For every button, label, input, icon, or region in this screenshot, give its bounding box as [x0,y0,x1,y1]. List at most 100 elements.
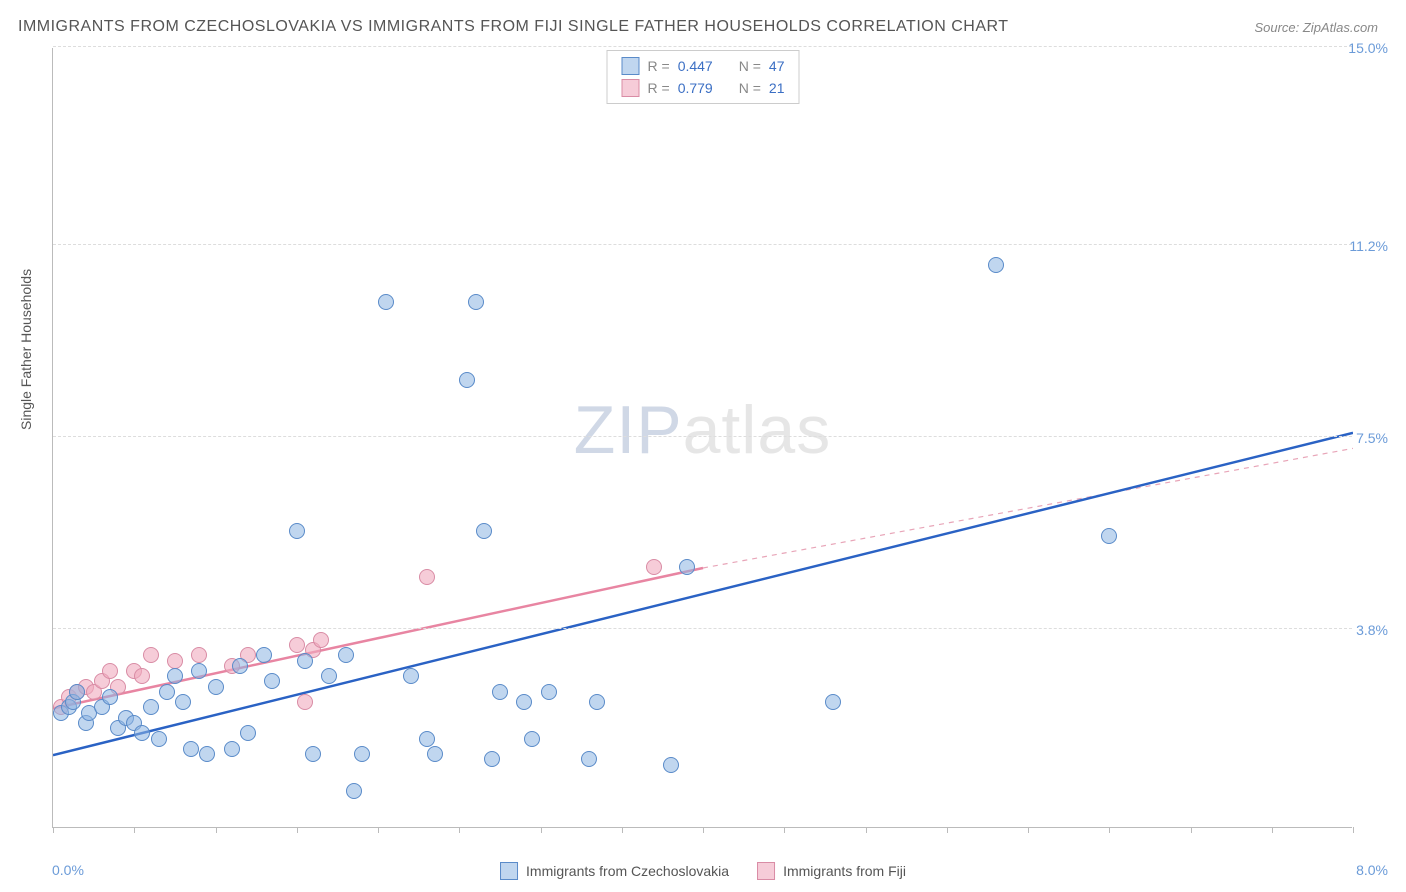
data-point-czechoslovakia [232,658,248,674]
data-point-fiji [419,569,435,585]
r-label: R = [648,58,670,74]
data-point-czechoslovakia [321,668,337,684]
y-axis-label: Single Father Households [18,269,34,430]
data-point-czechoslovakia [825,694,841,710]
data-point-czechoslovakia [167,668,183,684]
n-value: 21 [769,80,785,96]
data-point-czechoslovakia [256,647,272,663]
x-tick [622,827,623,833]
data-point-czechoslovakia [484,751,500,767]
y-tick-label: 11.2% [1349,238,1388,254]
watermark-zip: ZIP [574,392,683,468]
x-tick [1353,827,1354,833]
legend-swatch [500,862,518,880]
x-axis-max-label: 8.0% [1356,862,1388,878]
n-label: N = [739,80,761,96]
legend-swatch [622,79,640,97]
data-point-czechoslovakia [264,673,280,689]
data-point-czechoslovakia [354,746,370,762]
data-point-czechoslovakia [581,751,597,767]
r-value: 0.779 [678,80,713,96]
watermark-atlas: atlas [683,392,832,468]
data-point-czechoslovakia [476,523,492,539]
data-point-czechoslovakia [289,523,305,539]
gridline-h [53,628,1352,629]
data-point-czechoslovakia [102,689,118,705]
data-point-czechoslovakia [199,746,215,762]
legend-stat-row: R =0.447N =47 [622,55,785,77]
data-point-fiji [167,653,183,669]
data-point-fiji [191,647,207,663]
data-point-czechoslovakia [988,257,1004,273]
x-tick [1109,827,1110,833]
x-axis-min-label: 0.0% [52,862,84,878]
legend-series-label: Immigrants from Czechoslovakia [526,863,729,879]
gridline-h [53,436,1352,437]
legend-swatch [757,862,775,880]
data-point-czechoslovakia [69,684,85,700]
data-point-czechoslovakia [419,731,435,747]
data-point-fiji [646,559,662,575]
data-point-czechoslovakia [240,725,256,741]
x-tick [1028,827,1029,833]
x-tick [866,827,867,833]
x-tick [53,827,54,833]
legend-swatch [622,57,640,75]
legend-series-label: Immigrants from Fiji [783,863,906,879]
x-tick [459,827,460,833]
data-point-czechoslovakia [151,731,167,747]
data-point-czechoslovakia [183,741,199,757]
data-point-fiji [102,663,118,679]
data-point-czechoslovakia [403,668,419,684]
data-point-fiji [297,694,313,710]
watermark: ZIPatlas [574,391,831,469]
data-point-czechoslovakia [427,746,443,762]
x-tick [784,827,785,833]
data-point-czechoslovakia [191,663,207,679]
data-point-czechoslovakia [492,684,508,700]
x-tick [1272,827,1273,833]
data-point-czechoslovakia [468,294,484,310]
data-point-czechoslovakia [589,694,605,710]
x-tick [703,827,704,833]
x-tick [947,827,948,833]
r-label: R = [648,80,670,96]
x-tick [297,827,298,833]
data-point-czechoslovakia [143,699,159,715]
data-point-czechoslovakia [346,783,362,799]
data-point-fiji [143,647,159,663]
data-point-czechoslovakia [516,694,532,710]
gridline-h [53,244,1352,245]
legend-series-item: Immigrants from Czechoslovakia [500,862,729,880]
source-attribution: Source: ZipAtlas.com [1254,20,1378,35]
series-legend: Immigrants from Czechoslovakia Immigrants… [500,862,906,880]
data-point-fiji [289,637,305,653]
chart-title: IMMIGRANTS FROM CZECHOSLOVAKIA VS IMMIGR… [18,18,1009,36]
x-tick [134,827,135,833]
trend-lines [53,48,1353,828]
data-point-czechoslovakia [159,684,175,700]
data-point-czechoslovakia [663,757,679,773]
data-point-czechoslovakia [524,731,540,747]
legend-stat-row: R = 0.779 N = 21 [622,77,785,99]
x-tick [541,827,542,833]
legend-series-item: Immigrants from Fiji [757,862,906,880]
data-point-fiji [313,632,329,648]
y-tick-label: 7.5% [1356,430,1388,446]
data-point-czechoslovakia [459,372,475,388]
data-point-czechoslovakia [1101,528,1117,544]
data-point-czechoslovakia [541,684,557,700]
data-point-czechoslovakia [208,679,224,695]
data-point-czechoslovakia [305,746,321,762]
y-tick-label: 15.0% [1348,40,1388,56]
n-label: N = [739,58,761,74]
y-tick-label: 3.8% [1356,622,1388,638]
data-point-fiji [134,668,150,684]
gridline-h [53,46,1352,47]
x-tick [378,827,379,833]
x-tick [1191,827,1192,833]
data-point-czechoslovakia [224,741,240,757]
r-value: 0.447 [678,58,713,74]
data-point-czechoslovakia [378,294,394,310]
x-tick [216,827,217,833]
